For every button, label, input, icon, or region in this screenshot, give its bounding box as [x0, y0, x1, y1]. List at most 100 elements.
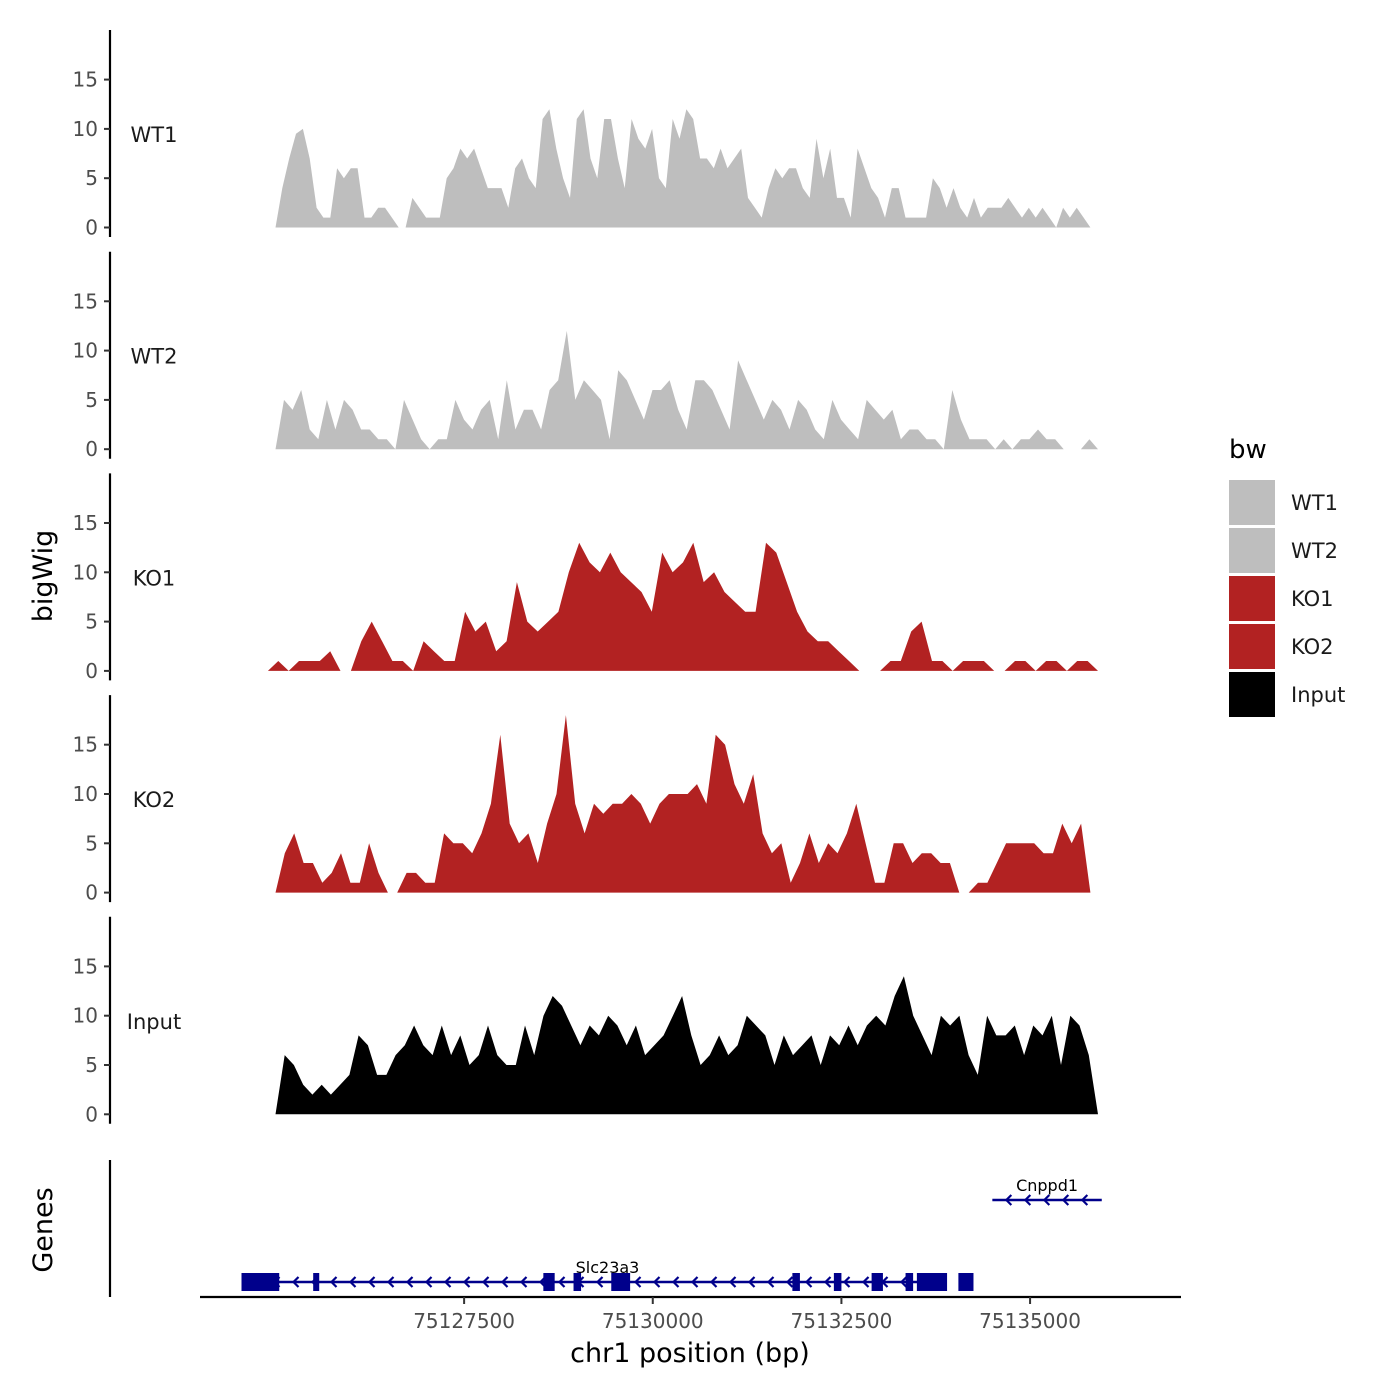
coverage-area-wt2	[275, 330, 1098, 450]
y-tick-label: 15	[73, 733, 98, 757]
track-wt2: 0 5 10 15 WT2	[73, 251, 1098, 461]
legend-label: Input	[1291, 683, 1345, 707]
coverage-area-input	[275, 976, 1098, 1115]
strand-chevron	[747, 1276, 756, 1288]
strand-chevron	[481, 1276, 490, 1288]
strand-chevron	[595, 1276, 604, 1288]
y-tick-label: 5	[85, 388, 98, 412]
exon	[792, 1273, 800, 1291]
strand-chevron	[329, 1276, 338, 1288]
strand-chevron	[1080, 1194, 1089, 1206]
legend: bw WT1 WT2 KO1 KO2 Input	[1229, 435, 1345, 717]
y-tick-label: 10	[73, 339, 98, 363]
y-tick-label: 0	[85, 1102, 98, 1126]
exon	[871, 1273, 883, 1291]
strand-chevron	[557, 1276, 566, 1288]
exon	[905, 1273, 914, 1291]
y-tick-label: 10	[73, 117, 98, 141]
y-tick-label: 0	[85, 437, 98, 461]
exon	[611, 1273, 631, 1291]
genes-panel: Slc23a3 Cnppd1	[108, 1160, 1102, 1297]
y-tick-label: 5	[85, 1053, 98, 1077]
strand-chevron	[861, 1276, 870, 1288]
track-label: WT2	[131, 345, 178, 369]
y-tick-label: 5	[85, 610, 98, 634]
gene-cnppd1: Cnppd1	[992, 1176, 1102, 1206]
y-tick-label: 5	[85, 166, 98, 190]
strand-chevron	[633, 1276, 642, 1288]
y-tick-label: 10	[73, 782, 98, 806]
strand-chevron	[823, 1276, 832, 1288]
strand-chevron	[443, 1276, 452, 1288]
exon	[543, 1273, 555, 1291]
exon	[916, 1273, 948, 1291]
strand-chevron	[785, 1276, 794, 1288]
coverage-area-ko2	[275, 715, 1091, 893]
y-tick-label: 15	[73, 68, 98, 92]
legend-key-ko1	[1229, 576, 1275, 621]
strand-chevron	[500, 1276, 509, 1288]
y-tick-label: 10	[73, 560, 98, 584]
strand-chevron	[386, 1276, 395, 1288]
strand-chevron	[405, 1276, 414, 1288]
track-input: 0 5 10 15 Input	[73, 916, 1098, 1126]
legend-key-wt1	[1229, 480, 1275, 525]
track-ko2: 0 5 10 15 KO2	[73, 695, 1091, 905]
y-tick-label: 5	[85, 831, 98, 855]
legend-title: bw	[1229, 435, 1267, 465]
legend-label: KO2	[1291, 635, 1334, 659]
strand-chevron	[348, 1276, 357, 1288]
exon	[241, 1273, 280, 1291]
legend-label: KO1	[1291, 587, 1334, 611]
strand-chevron	[842, 1276, 851, 1288]
y-tick-label: 15	[73, 289, 98, 313]
track-label: WT1	[131, 123, 178, 147]
strand-chevron	[1023, 1194, 1032, 1206]
x-tick-label: 75132500	[791, 1309, 893, 1333]
y-tick-label: 10	[73, 1004, 98, 1028]
coverage-area-wt1	[275, 109, 1091, 228]
exon	[833, 1273, 842, 1291]
strand-chevron	[424, 1276, 433, 1288]
strand-chevron	[1042, 1194, 1051, 1206]
strand-chevron	[1061, 1194, 1070, 1206]
legend-label: WT2	[1291, 539, 1338, 563]
legend-key-input	[1229, 672, 1275, 717]
y-tick-label: 15	[73, 511, 98, 535]
x-axis-title: chr1 position (bp)	[570, 1338, 810, 1369]
coverage-area-ko1	[267, 542, 1098, 671]
y-axis-title: bigWig	[28, 530, 59, 623]
y-tick-label: 15	[73, 954, 98, 978]
strand-chevron	[1004, 1194, 1013, 1206]
exon	[313, 1273, 320, 1291]
strand-chevron	[462, 1276, 471, 1288]
x-tick-label: 75127500	[413, 1309, 515, 1333]
x-tick-label: 75130000	[602, 1309, 704, 1333]
strand-chevron	[690, 1276, 699, 1288]
legend-key-wt2	[1229, 528, 1275, 573]
track-wt1: 0 5 10 15 WT1	[73, 30, 1091, 240]
genes-axis-title: Genes	[28, 1187, 59, 1272]
strand-chevron	[367, 1276, 376, 1288]
x-axis: 75127500 75130000 75132500 75135000	[200, 1295, 1181, 1333]
strand-chevron	[899, 1276, 908, 1288]
strand-chevron	[671, 1276, 680, 1288]
strand-chevron	[766, 1276, 775, 1288]
strand-chevron	[804, 1276, 813, 1288]
gene-slc23a3: Slc23a3	[241, 1258, 974, 1291]
strand-chevron	[519, 1276, 528, 1288]
strand-chevron	[728, 1276, 737, 1288]
track-label: KO2	[133, 788, 176, 812]
y-tick-label: 0	[85, 659, 98, 683]
gene-label: Slc23a3	[576, 1258, 640, 1277]
track-ko1: 0 5 10 15 KO1	[73, 473, 1098, 683]
legend-key-ko2	[1229, 624, 1275, 669]
exon	[958, 1273, 974, 1291]
x-tick-label: 75135000	[979, 1309, 1081, 1333]
track-label: KO1	[133, 566, 176, 590]
y-tick-label: 0	[85, 216, 98, 240]
coverage-tracks: 0 5 10 15 WT1 0 5 10 15 WT2 0 5 10 15 KO1 0 5 10 15 KO2 0 5 10…	[73, 30, 1098, 1126]
y-tick-label: 0	[85, 881, 98, 905]
exon	[573, 1273, 582, 1291]
